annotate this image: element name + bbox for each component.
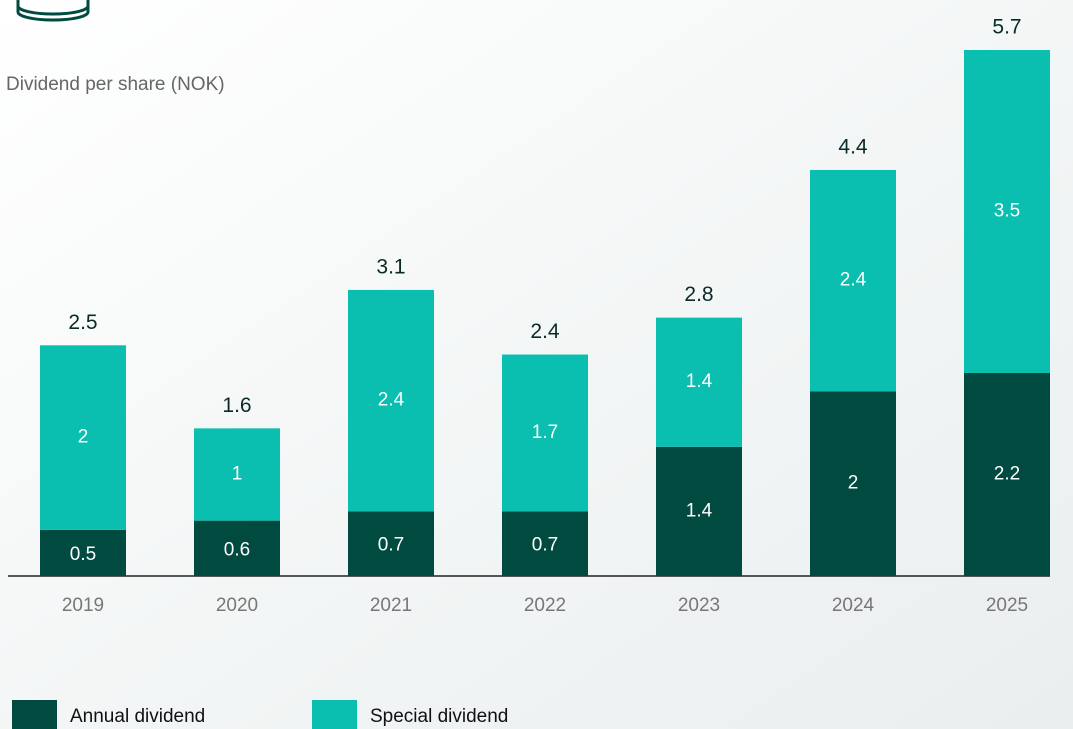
total-label: 2.5	[68, 311, 97, 334]
x-tick-label: 2019	[62, 595, 104, 616]
total-label: 1.6	[222, 394, 251, 417]
x-tick-label: 2021	[370, 595, 412, 616]
y-axis-label: Dividend per share (NOK)	[6, 74, 225, 95]
bar-segment	[40, 529, 126, 576]
value-label: 1.4	[686, 500, 713, 521]
bar-segment	[656, 317, 742, 447]
coins-icon	[16, 0, 90, 22]
value-label: 2	[78, 427, 89, 448]
bar-segment	[348, 511, 434, 576]
bar-segment	[656, 446, 742, 576]
bar-segment	[502, 511, 588, 576]
x-tick-label: 2023	[678, 595, 720, 616]
value-label: 1.4	[686, 371, 713, 392]
value-label: 2.4	[378, 390, 405, 411]
total-label: 5.7	[992, 16, 1021, 39]
bar-segment	[348, 289, 434, 512]
x-tick-label: 2024	[832, 595, 875, 616]
total-label: 4.4	[838, 136, 868, 159]
bar-segment	[194, 428, 280, 521]
value-label: 3.5	[994, 201, 1020, 222]
total-label: 3.1	[376, 255, 405, 278]
total-label: 2.4	[530, 320, 560, 343]
value-label: 2.4	[840, 270, 867, 291]
x-tick-label: 2020	[216, 595, 258, 616]
bar-segment	[810, 391, 896, 576]
x-tick-label: 2025	[986, 595, 1028, 616]
bar-segment	[964, 50, 1050, 373]
bar-segment	[502, 354, 588, 512]
bar-segment	[810, 169, 896, 392]
value-label: 1.7	[532, 422, 558, 443]
value-label: 2	[848, 473, 859, 494]
legend-swatch	[312, 700, 357, 729]
bar-segment	[194, 520, 280, 576]
bar-segment	[964, 372, 1050, 576]
value-label: 0.6	[224, 539, 250, 560]
value-label: 1	[232, 464, 243, 485]
x-tick-label: 2022	[524, 595, 566, 616]
legend-swatch	[12, 700, 57, 729]
value-label: 0.5	[70, 544, 96, 565]
value-label: 0.7	[378, 535, 404, 556]
legend-label: Special dividend	[370, 706, 508, 727]
value-label: 0.7	[532, 535, 558, 556]
value-label: 2.2	[994, 464, 1020, 485]
total-label: 2.8	[684, 283, 713, 306]
legend-label: Annual dividend	[70, 706, 205, 727]
bar-segment	[40, 345, 126, 530]
